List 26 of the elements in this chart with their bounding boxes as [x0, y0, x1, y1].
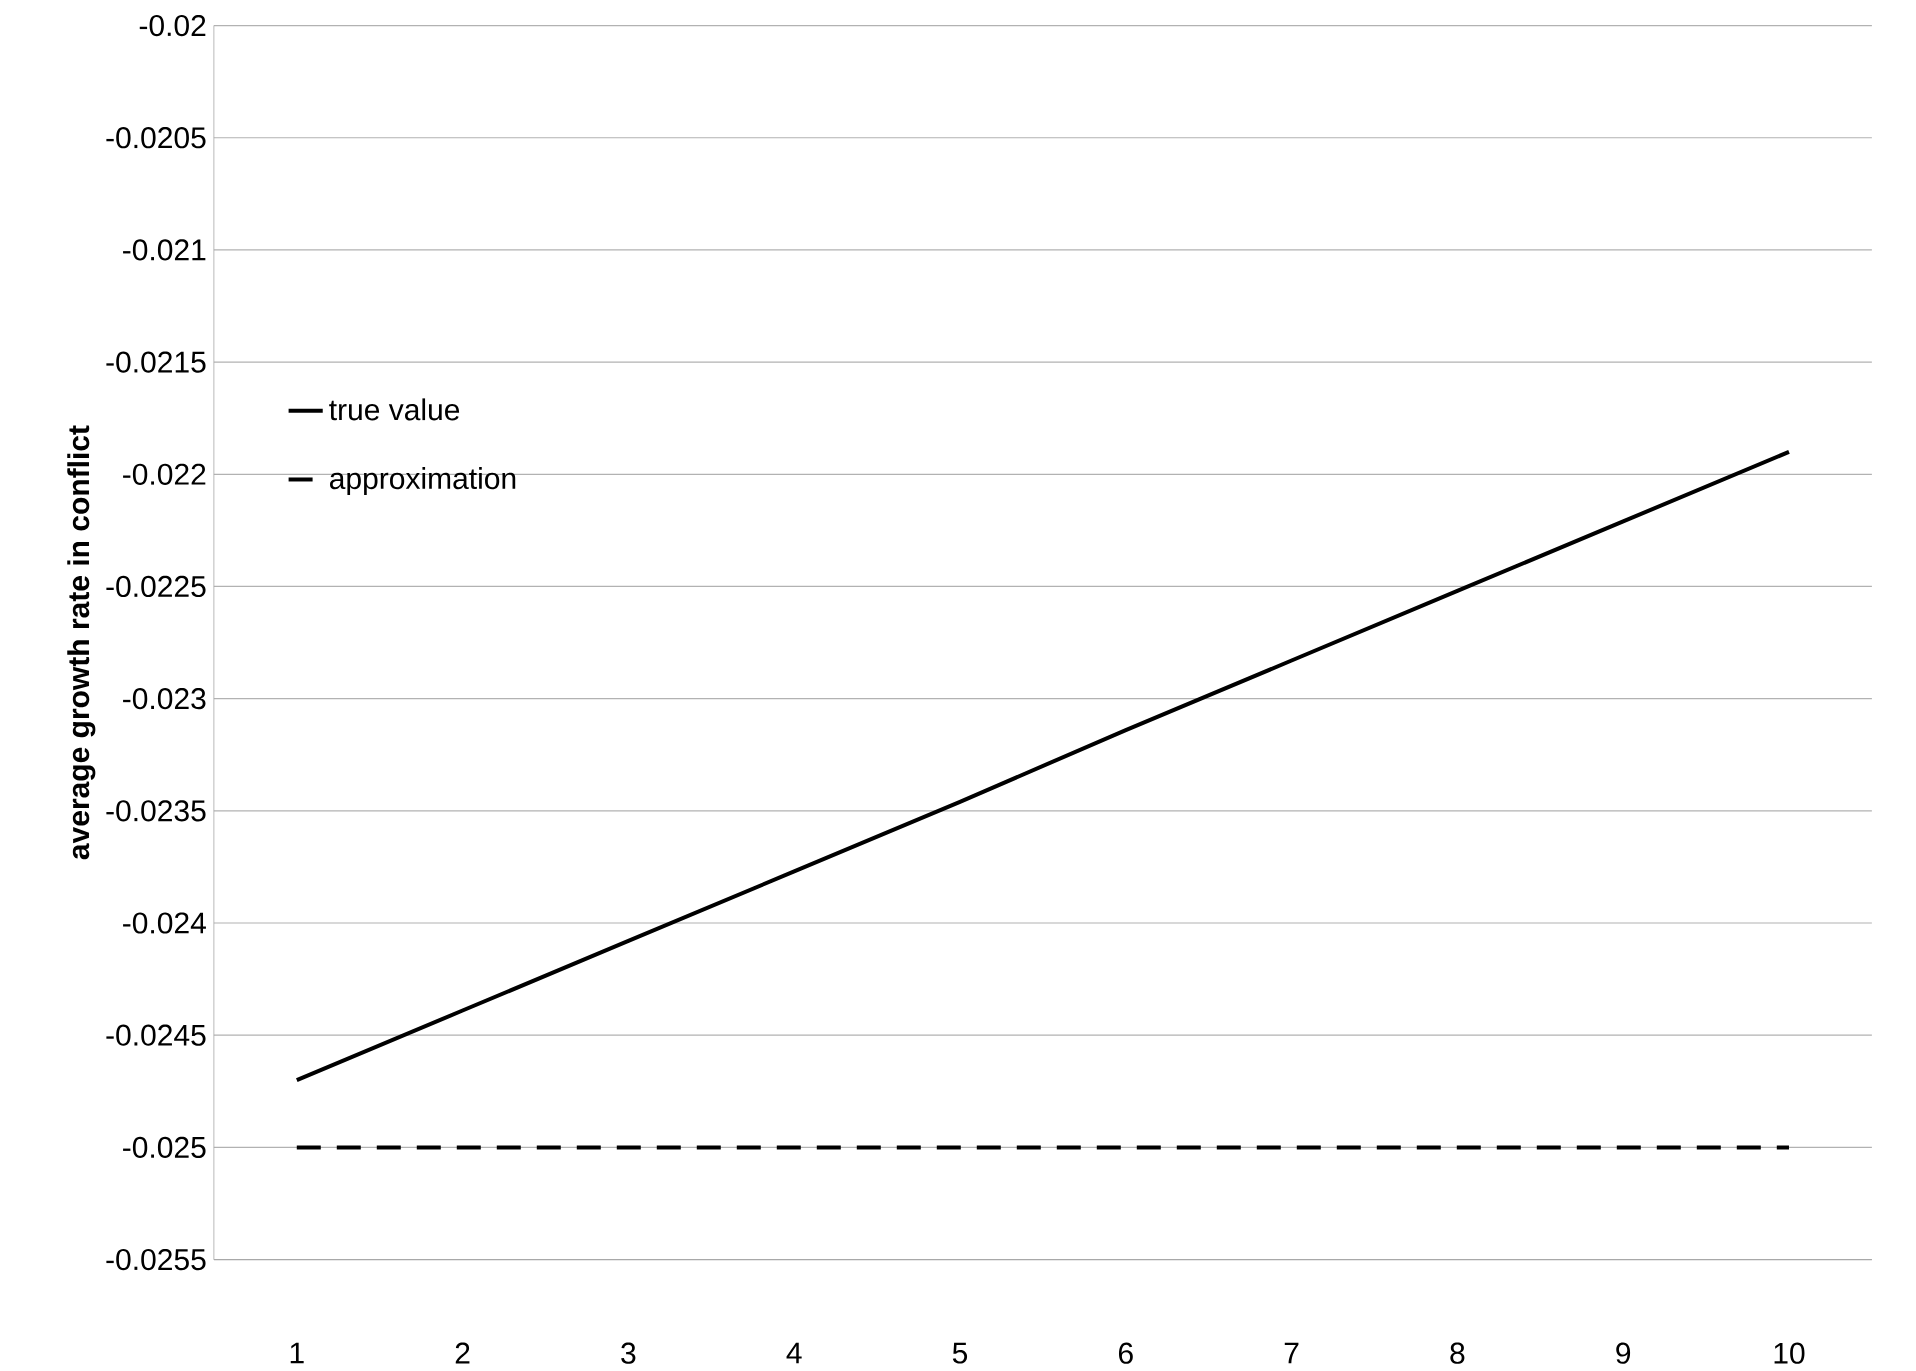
legend-label: true value	[329, 398, 460, 421]
x-tick-label: 3	[621, 1342, 636, 1365]
x-tick-label: 7	[1284, 1342, 1299, 1364]
x-tick-label: 8	[1450, 1342, 1465, 1365]
x-tick-label: 5	[952, 1342, 968, 1364]
y-tick-label: -0.021	[123, 239, 206, 261]
y-tick-label: -0.023	[123, 688, 206, 710]
y-tick-label: -0.0215	[106, 351, 206, 373]
x-tick-label: 1	[290, 1342, 304, 1364]
y-tick-label: -0.02	[139, 15, 206, 37]
x-tick-label: 9	[1616, 1342, 1631, 1365]
y-tick-label: -0.0235	[106, 800, 206, 822]
y-tick-label: -0.0225	[106, 576, 206, 598]
y-tick-label: -0.024	[123, 912, 206, 934]
y-tick-label: -0.022	[123, 463, 206, 486]
y-tick-label: -0.025	[123, 1136, 206, 1159]
y-axis-title: average growth rate in conflict	[67, 425, 96, 860]
legend-label: approximation	[330, 467, 516, 496]
x-tick-label: 2	[455, 1342, 470, 1364]
y-tick-label: -0.0255	[106, 1249, 206, 1271]
y-tick-label: -0.0205	[106, 127, 206, 149]
x-tick-label: 4	[786, 1342, 802, 1364]
y-tick-label: -0.0245	[106, 1024, 206, 1047]
x-tick-label: 10	[1774, 1342, 1805, 1365]
line-series	[294, 450, 1791, 1083]
x-tick-label: 6	[1118, 1342, 1133, 1365]
